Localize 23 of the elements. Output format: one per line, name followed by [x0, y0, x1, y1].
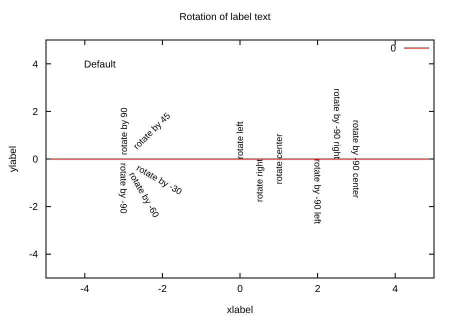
annotation: rotate left	[235, 120, 246, 159]
annotation: rotate by -90 left	[312, 159, 322, 225]
y-axis-title: ylabel	[8, 146, 19, 172]
annotation: rotate right	[254, 158, 265, 202]
annotation: rotate by -90	[118, 163, 128, 214]
x-tick-label: 0	[237, 284, 244, 295]
annotation: Default	[84, 60, 116, 70]
annotation: rotate by -90 center	[351, 120, 362, 198]
y-tick-label: 2	[32, 106, 38, 118]
annotation: rotate center	[274, 134, 284, 184]
chart-title: Rotation of label text	[179, 12, 271, 23]
text: 0	[390, 44, 396, 54]
y-tick-label: 0	[32, 154, 38, 166]
y-tick-label: -2	[29, 202, 38, 214]
x-tick-label: 4	[392, 284, 398, 295]
annotation: rotate by 90	[118, 107, 129, 155]
y-tick-label: 4	[32, 59, 38, 70]
x-axis-title: xlabel	[226, 305, 254, 316]
x-tick-label: -2	[158, 284, 168, 295]
x-tick-label: 2	[314, 284, 321, 295]
y-tick-label: -4	[29, 250, 38, 261]
annotation: rotate by -90 right	[332, 88, 342, 160]
x-tick-label: -4	[80, 284, 90, 295]
